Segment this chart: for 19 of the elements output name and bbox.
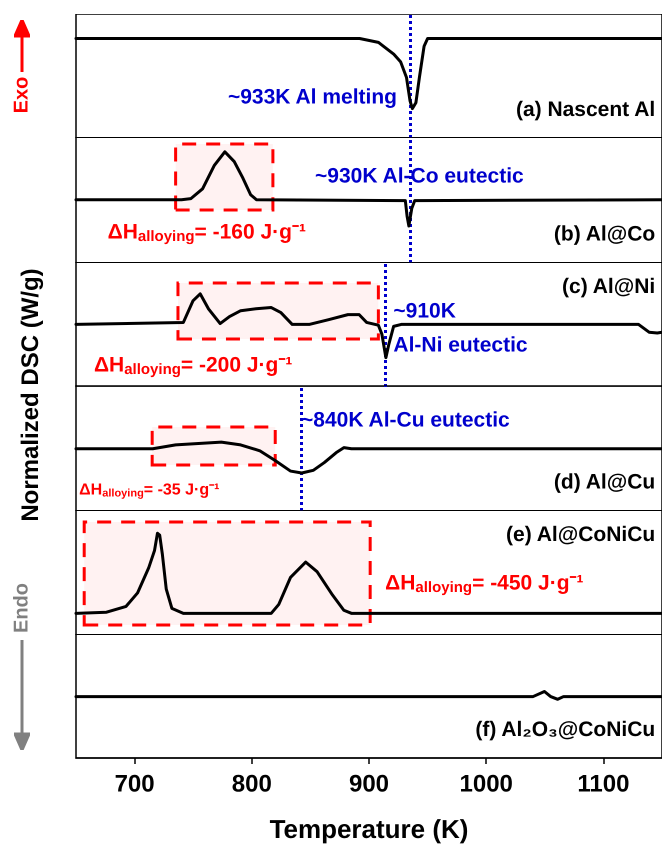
text: (a) Nascent Al [516, 98, 656, 121]
y-axis-title: Normalized DSC (W/g) [17, 268, 45, 522]
x-tick-label: 800 [232, 770, 272, 798]
x-tick-label: 900 [348, 770, 390, 798]
chart-title: (c) Al@Ni [562, 274, 656, 298]
ref-line-label: ~933K Al melting [228, 86, 398, 108]
chart-title: (e) Al@CoNiCu [506, 522, 656, 546]
ref-line-label: ~840K Al-Cu eutectic [301, 408, 510, 432]
x-axis-title: Temperature (K) [270, 814, 468, 844]
x-tick-label: 1000 [460, 770, 513, 798]
x-tick-label: 1100 [577, 770, 630, 798]
text: Exo [10, 76, 34, 114]
text: Endo [10, 583, 34, 633]
text: (b) Al@Co [554, 222, 656, 246]
text: (d) Al@Cu [554, 470, 656, 494]
ref-line-label: ~930K Al-Co eutectic [315, 164, 524, 188]
ref-line-label: ~910K Al-Ni eutectic [393, 299, 528, 356]
x-tick-label: 700 [114, 770, 155, 798]
text: (f) Al₂O₃@CoNiCu [475, 718, 656, 741]
